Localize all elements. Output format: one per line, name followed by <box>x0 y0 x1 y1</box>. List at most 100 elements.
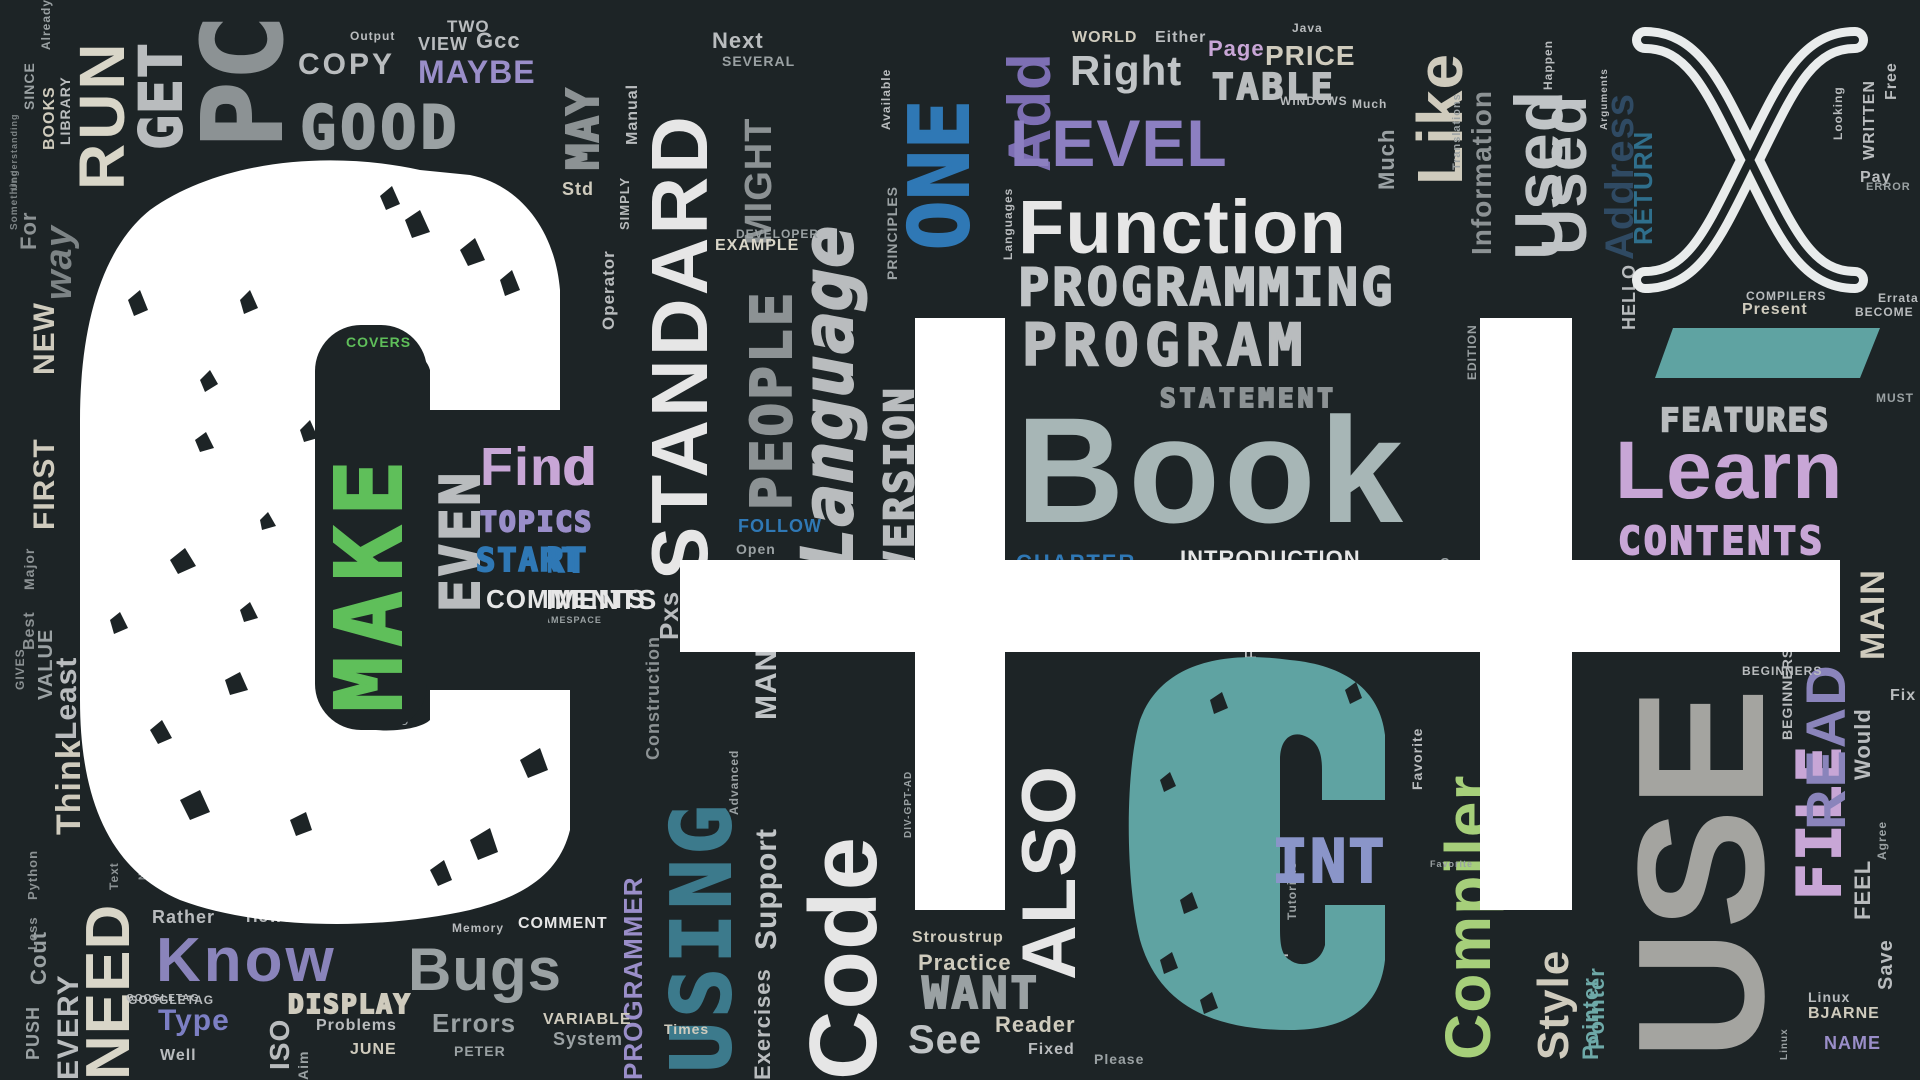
word: MANY <box>750 627 783 720</box>
word: NAME <box>1824 1033 1881 1053</box>
word: COPY <box>298 48 396 81</box>
word: STATEMENT <box>1159 384 1337 414</box>
word: Least <box>50 656 83 740</box>
word: MAIN <box>1854 569 1892 660</box>
word: Bugs <box>408 936 562 1003</box>
word: READ <box>1794 663 1857 830</box>
word: VIEW <box>418 34 469 54</box>
word: Fix <box>1890 687 1917 704</box>
word: NEW <box>28 302 61 375</box>
word: Book <box>1016 386 1407 554</box>
word: NEED <box>74 903 143 1080</box>
word: CONTENTS <box>1617 519 1826 563</box>
word: VARIABLE <box>543 1011 632 1028</box>
word: BECOME <box>1855 305 1914 319</box>
word: Open <box>736 541 776 557</box>
word: Reader <box>995 1012 1076 1037</box>
topics-word: TOPICS <box>479 505 594 538</box>
word: TWO <box>447 17 490 36</box>
word: Code <box>790 836 897 1080</box>
word: MAY <box>557 87 610 171</box>
word: Information <box>1466 90 1497 255</box>
word: Available <box>879 68 893 130</box>
word: Gcc <box>476 28 521 53</box>
word: Think <box>50 739 88 835</box>
word: Pointer <box>1578 977 1603 1060</box>
even-tablet <box>430 430 548 630</box>
word: Rather <box>152 907 216 927</box>
word: VERSION <box>876 384 924 576</box>
word: System <box>553 1029 624 1049</box>
word: Compiler <box>1432 774 1504 1060</box>
word: GOOGLETAG <box>126 993 200 1004</box>
word: English <box>1275 952 1291 1010</box>
stylized-x-logo-icon <box>1632 27 1868 293</box>
word: RUN <box>66 39 138 190</box>
word: Linux <box>1779 1028 1790 1060</box>
word: MAYBE <box>418 54 536 90</box>
word: Know <box>156 926 337 995</box>
word: Operator <box>599 250 618 330</box>
word: Please <box>1094 1051 1145 1067</box>
word: However <box>246 909 320 926</box>
find-word: Find <box>480 437 598 497</box>
start-word: START <box>475 541 583 579</box>
word: way <box>38 225 80 300</box>
word: Agree <box>1875 820 1889 860</box>
word: COMMENT <box>518 915 608 932</box>
word: Necessary <box>137 825 147 880</box>
word: Well <box>160 1047 197 1064</box>
word: EDITION <box>1465 324 1479 380</box>
word: USE <box>1601 686 1802 1060</box>
word: Pxs <box>654 590 684 640</box>
word: Save <box>1875 939 1897 990</box>
word: FEEL <box>1850 859 1875 920</box>
word: Understanding <box>9 113 19 190</box>
word: FOLLOW <box>738 516 822 536</box>
word: DIV-GPT-AD <box>903 770 914 838</box>
word: Already <box>39 0 53 50</box>
word: EVERY <box>52 974 85 1080</box>
word: Times <box>664 1021 710 1037</box>
word: BOOKS <box>41 86 58 150</box>
word: DEVELOPER <box>736 227 820 241</box>
word: WINDOWS <box>1280 94 1348 108</box>
word: Advanced <box>727 749 741 815</box>
word: LIBRARY <box>57 76 73 145</box>
word: Major <box>21 547 37 590</box>
word: Favorite <box>1409 727 1425 790</box>
word: Text <box>107 862 121 890</box>
word: Exercises <box>750 968 775 1080</box>
word: LEVEL <box>1010 106 1228 180</box>
word: BEGINNERS <box>1742 664 1823 678</box>
word: GOOD <box>299 93 461 163</box>
word: WANT <box>921 968 1040 1019</box>
word: Manual <box>624 83 641 145</box>
word: Errors <box>432 1008 517 1038</box>
word: Either <box>1155 29 1207 46</box>
word: Output <box>350 29 396 43</box>
word: Happen <box>1541 39 1555 90</box>
word: SEVERAL <box>722 53 796 69</box>
word: Much <box>1352 97 1388 111</box>
word: FIRST <box>28 438 61 530</box>
word: Would <box>1850 708 1875 780</box>
word: ISO <box>264 1018 295 1070</box>
word: Aim <box>295 1050 311 1080</box>
word: STANDARD <box>635 113 724 580</box>
word: BJARNE <box>1808 1005 1880 1022</box>
word: PROGRAMMING <box>1017 258 1396 318</box>
word: Problems <box>316 1017 397 1034</box>
word: Construction <box>643 636 663 760</box>
word: See <box>908 1018 983 1062</box>
word: EXAMPLE <box>715 237 800 254</box>
word: PROGRAM <box>1021 311 1309 379</box>
word: PRICE <box>1265 40 1356 71</box>
make-word: MAKE <box>315 449 424 713</box>
word: PROGRAMMER <box>618 876 648 1080</box>
word: WORLD <box>1072 29 1138 46</box>
word: Std <box>562 179 594 199</box>
word: PUSH <box>23 1005 43 1060</box>
word: Learn <box>1615 425 1844 516</box>
word: Time <box>1260 575 1290 640</box>
